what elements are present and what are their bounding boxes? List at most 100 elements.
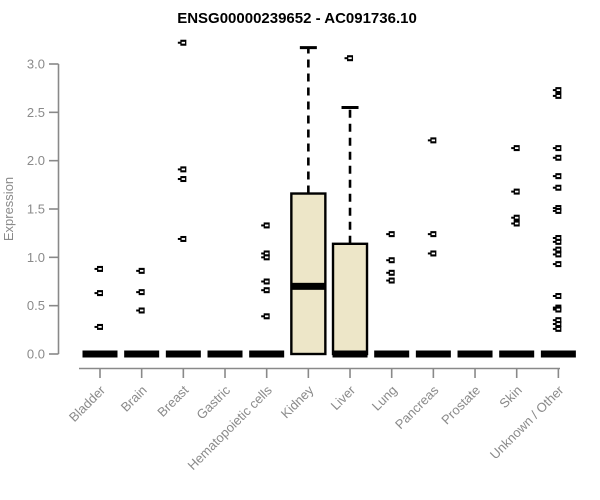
outlier-tick [386, 259, 390, 262]
outlier-tick [552, 306, 556, 309]
box-kidney [290, 192, 327, 356]
outlier-point-center [139, 291, 144, 294]
collapsed-box-breast [165, 350, 201, 358]
outlier-tick [344, 57, 348, 60]
x-tick-label: Lung [369, 383, 400, 414]
collapsed-box-pancreas [415, 350, 451, 358]
outlier-tick [136, 269, 140, 272]
collapsed-box-bladder [82, 350, 118, 358]
outlier-tick [386, 279, 390, 282]
outlier-tick [552, 209, 556, 212]
collapsed-box-skin [499, 350, 535, 358]
outlier-point-center [556, 210, 561, 212]
outlier-tick [511, 216, 515, 219]
y-tick-label: 2.0 [27, 153, 45, 168]
outlier-tick [552, 327, 556, 330]
collapsed-box-gastric [207, 350, 243, 358]
outlier-tick [552, 156, 556, 159]
median-line [332, 350, 368, 358]
outlier-tick [427, 233, 431, 236]
outlier-tick [552, 253, 556, 256]
collapsed-box-lung [374, 350, 410, 358]
outlier-tick [177, 41, 181, 44]
outlier-point-center [98, 268, 102, 270]
x-tick-label: Pancreas [392, 382, 442, 432]
outlier-tick [552, 308, 556, 311]
y-tick-label: 2.5 [27, 105, 45, 120]
x-tick-label: Kidney [278, 382, 317, 421]
outlier-tick [552, 89, 556, 92]
outlier-point-center [556, 156, 561, 159]
y-tick-label: 3.0 [27, 57, 45, 72]
outlier-tick [386, 233, 390, 236]
outlier-point-center [389, 233, 394, 236]
outlier-point-center [431, 252, 436, 255]
outlier-tick [177, 237, 181, 240]
x-tick-label: Brain [118, 383, 150, 415]
x-tick-label: Breast [154, 382, 191, 419]
x-tick-label: Liver [328, 382, 359, 413]
outlier-tick [427, 139, 431, 142]
outlier-point-center [556, 89, 561, 91]
outlier-tick [261, 289, 265, 292]
outlier-point-center [515, 147, 519, 149]
outlier-point-center [556, 253, 561, 256]
outlier-point-center [556, 95, 561, 97]
collapsed-box-brain [124, 350, 160, 358]
outlier-point-center [556, 147, 561, 149]
outlier-tick [136, 309, 140, 312]
outlier-point-center [556, 175, 561, 178]
outlier-point-center [431, 233, 436, 236]
outlier-point-center [556, 327, 561, 330]
outlier-tick [261, 256, 265, 259]
outlier-point-center [264, 256, 269, 259]
collapsed-box-prostate [457, 350, 493, 358]
outlier-tick [261, 315, 265, 318]
outlier-tick [261, 224, 265, 227]
outlier-tick [552, 319, 556, 322]
outlier-tick [94, 267, 98, 270]
plot-layer: 0.0 0.5 1.0 1.5 2.0 2.5 3.0 Bladder Brain Breast G… [27, 39, 576, 473]
x-tick-label: Gastric [193, 382, 233, 422]
outlier-point-center [431, 139, 436, 142]
outlier-point-center [98, 292, 102, 294]
outlier-point-center [181, 178, 186, 180]
outlier-point-center [556, 186, 561, 189]
outlier-tick [552, 323, 556, 326]
outlier-tick [552, 147, 556, 150]
collapsed-box-hematopoietic-cells [249, 350, 285, 358]
outlier-tick [552, 295, 556, 297]
x-tick-label: Prostate [438, 383, 483, 428]
outlier-point-center [181, 168, 186, 171]
outlier-tick [552, 94, 556, 97]
outlier-tick [552, 263, 556, 266]
outlier-point-center [556, 308, 561, 311]
x-tick-label: Bladder [66, 382, 109, 425]
outlier-tick [94, 292, 98, 295]
outlier-point-center [139, 309, 144, 312]
outlier-point-center [556, 240, 561, 243]
outlier-point-center [98, 326, 102, 328]
outlier-tick [177, 178, 181, 181]
outlier-tick [511, 190, 515, 193]
outlier-tick [552, 186, 556, 189]
outlier-point-center [515, 222, 519, 225]
x-tick-label: Skin [496, 383, 524, 411]
x-tick-label: Unknown / Other [487, 382, 567, 462]
outlier-tick [177, 168, 181, 171]
outlier-point-center [348, 57, 352, 60]
outlier-tick [552, 175, 556, 178]
outlier-point-center [389, 279, 394, 282]
y-tick-label: 0.5 [27, 298, 45, 313]
outlier-point-center [389, 259, 394, 262]
outlier-point-center [264, 289, 269, 292]
outlier-point-center [181, 238, 186, 240]
outlier-tick [136, 291, 140, 294]
outlier-point-center [556, 237, 561, 239]
outlier-tick [94, 325, 98, 328]
y-axis-label: Expression [1, 177, 16, 241]
outlier-tick [261, 280, 265, 283]
median-line [290, 282, 326, 290]
